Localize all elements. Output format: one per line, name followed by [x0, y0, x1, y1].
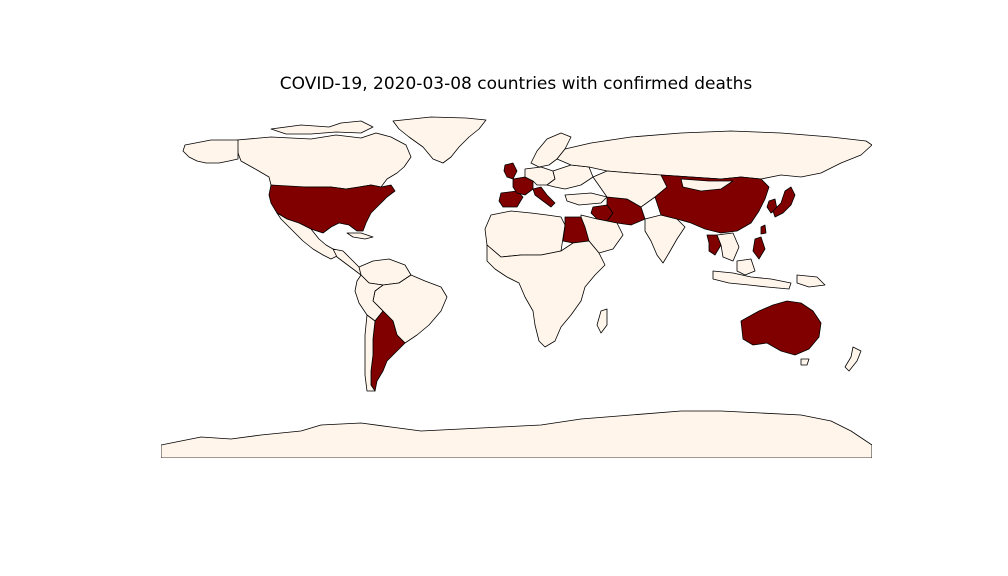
country-scandinavia [530, 132, 572, 168]
country-china [654, 174, 770, 234]
country-antarctica [161, 410, 872, 458]
country-central-asia [592, 170, 668, 208]
country-central-africa [486, 240, 606, 348]
country-usa-alaska [182, 139, 239, 164]
world-map-canvas [161, 115, 872, 458]
map-title: COVID-19, 2020-03-08 countries with conf… [279, 74, 753, 94]
country-borneo [736, 258, 756, 276]
country-philippines [752, 236, 766, 260]
country-japan [772, 186, 796, 218]
country-indochina [716, 232, 740, 262]
country-indonesia [712, 270, 792, 290]
country-turkey [564, 192, 608, 206]
country-taiwan [760, 224, 767, 235]
world-map [161, 115, 872, 458]
country-australia [740, 300, 822, 356]
country-tasmania [800, 358, 810, 366]
country-madagascar [596, 308, 608, 334]
country-new-zealand [844, 346, 862, 372]
country-cuba [346, 232, 374, 240]
country-mongolia [680, 178, 734, 192]
country-new-guinea [796, 274, 826, 288]
country-mexico [276, 212, 340, 260]
country-chile [364, 314, 376, 392]
country-greenland [392, 116, 487, 164]
country-canada-arctic-islands [270, 120, 374, 135]
country-north-africa [484, 210, 566, 258]
country-italy [532, 186, 556, 208]
